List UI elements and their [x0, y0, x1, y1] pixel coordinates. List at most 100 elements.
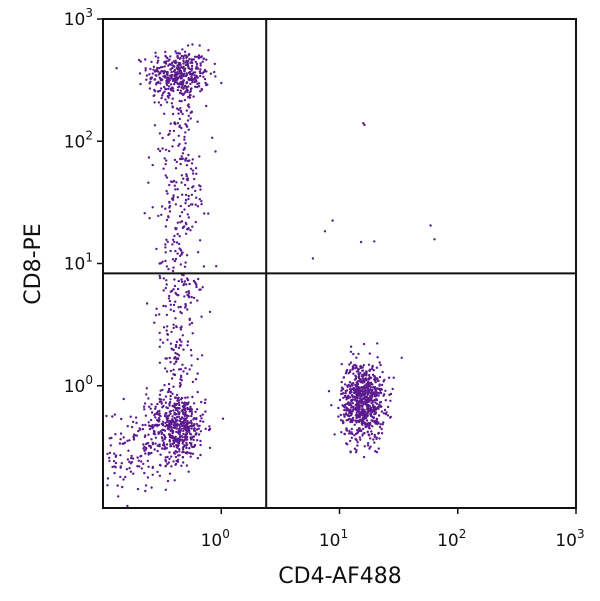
- data-point: [183, 265, 187, 268]
- data-point: [190, 193, 194, 196]
- data-point: [169, 290, 172, 293]
- data-point: [344, 391, 347, 395]
- data-point: [181, 435, 184, 439]
- data-point: [176, 188, 179, 191]
- data-point: [174, 418, 177, 421]
- data-point: [371, 401, 374, 404]
- data-point: [108, 451, 112, 455]
- data-point: [181, 193, 184, 196]
- data-point: [199, 419, 202, 423]
- data-point: [189, 77, 192, 81]
- data-point: [174, 455, 178, 459]
- data-point: [168, 410, 171, 413]
- data-point: [352, 408, 355, 411]
- data-point: [143, 471, 146, 475]
- data-point: [204, 410, 207, 413]
- data-point: [171, 97, 174, 100]
- data-point: [170, 455, 173, 458]
- data-point: [370, 430, 373, 433]
- data-point: [165, 279, 168, 282]
- data-point: [182, 421, 185, 425]
- data-point: [164, 163, 167, 166]
- data-point: [159, 66, 163, 69]
- data-point: [193, 76, 197, 80]
- data-point: [169, 444, 173, 448]
- data-point: [172, 139, 175, 142]
- data-point: [214, 150, 217, 153]
- data-point: [353, 434, 356, 437]
- data-point: [361, 377, 365, 380]
- data-point: [341, 387, 345, 390]
- data-point: [114, 466, 117, 469]
- data-point: [152, 68, 155, 71]
- data-point: [356, 441, 359, 444]
- data-point: [361, 423, 364, 426]
- data-point: [381, 370, 384, 374]
- data-point: [375, 402, 379, 405]
- data-point: [131, 457, 135, 460]
- data-point: [180, 375, 183, 379]
- data-point: [115, 67, 118, 70]
- data-point: [196, 82, 199, 86]
- data-point: [184, 193, 188, 197]
- data-point: [161, 443, 165, 447]
- data-point: [185, 124, 188, 127]
- data-point: [373, 375, 376, 378]
- data-point: [181, 152, 185, 155]
- data-point: [161, 420, 165, 423]
- data-point: [377, 447, 380, 450]
- data-point: [180, 54, 183, 58]
- data-point: [196, 251, 200, 254]
- data-point: [184, 306, 187, 309]
- data-point: [177, 415, 181, 418]
- data-point: [185, 283, 188, 286]
- data-point: [167, 64, 170, 67]
- data-point: [363, 432, 366, 435]
- data-point: [132, 435, 135, 438]
- data-point: [208, 310, 212, 314]
- data-point: [144, 489, 147, 493]
- data-point: [380, 427, 383, 431]
- y-tick-label: 102: [64, 128, 93, 152]
- data-point: [164, 207, 167, 210]
- data-point: [160, 69, 163, 73]
- data-point: [385, 411, 388, 414]
- data-point: [179, 263, 182, 266]
- data-point: [164, 225, 168, 228]
- data-point: [178, 124, 182, 127]
- data-point: [168, 472, 172, 475]
- data-point: [156, 66, 159, 70]
- data-point: [183, 295, 186, 298]
- data-point: [183, 98, 187, 102]
- data-point: [163, 447, 166, 451]
- data-point: [169, 63, 172, 66]
- data-point: [163, 90, 166, 93]
- data-point: [147, 156, 151, 159]
- data-point: [380, 410, 384, 413]
- data-point: [167, 425, 170, 429]
- data-point: [190, 75, 193, 78]
- data-point: [158, 149, 162, 153]
- data-point: [190, 412, 194, 416]
- data-point: [130, 454, 133, 458]
- data-point: [374, 450, 377, 453]
- data-point: [128, 439, 131, 442]
- data-point: [345, 370, 348, 373]
- data-point: [180, 427, 183, 431]
- data-point: [164, 259, 167, 263]
- data-point: [189, 82, 192, 86]
- data-point: [189, 438, 193, 441]
- data-point: [163, 384, 166, 387]
- data-point: [129, 470, 133, 473]
- data-point: [180, 66, 183, 69]
- data-point: [159, 72, 162, 75]
- data-point: [389, 399, 392, 402]
- data-point: [165, 313, 169, 317]
- data-point: [126, 439, 129, 442]
- data-point: [151, 473, 154, 476]
- data-point: [187, 187, 190, 190]
- data-point: [349, 361, 353, 364]
- data-point: [191, 186, 194, 189]
- data-point: [173, 362, 176, 366]
- data-point: [354, 407, 357, 410]
